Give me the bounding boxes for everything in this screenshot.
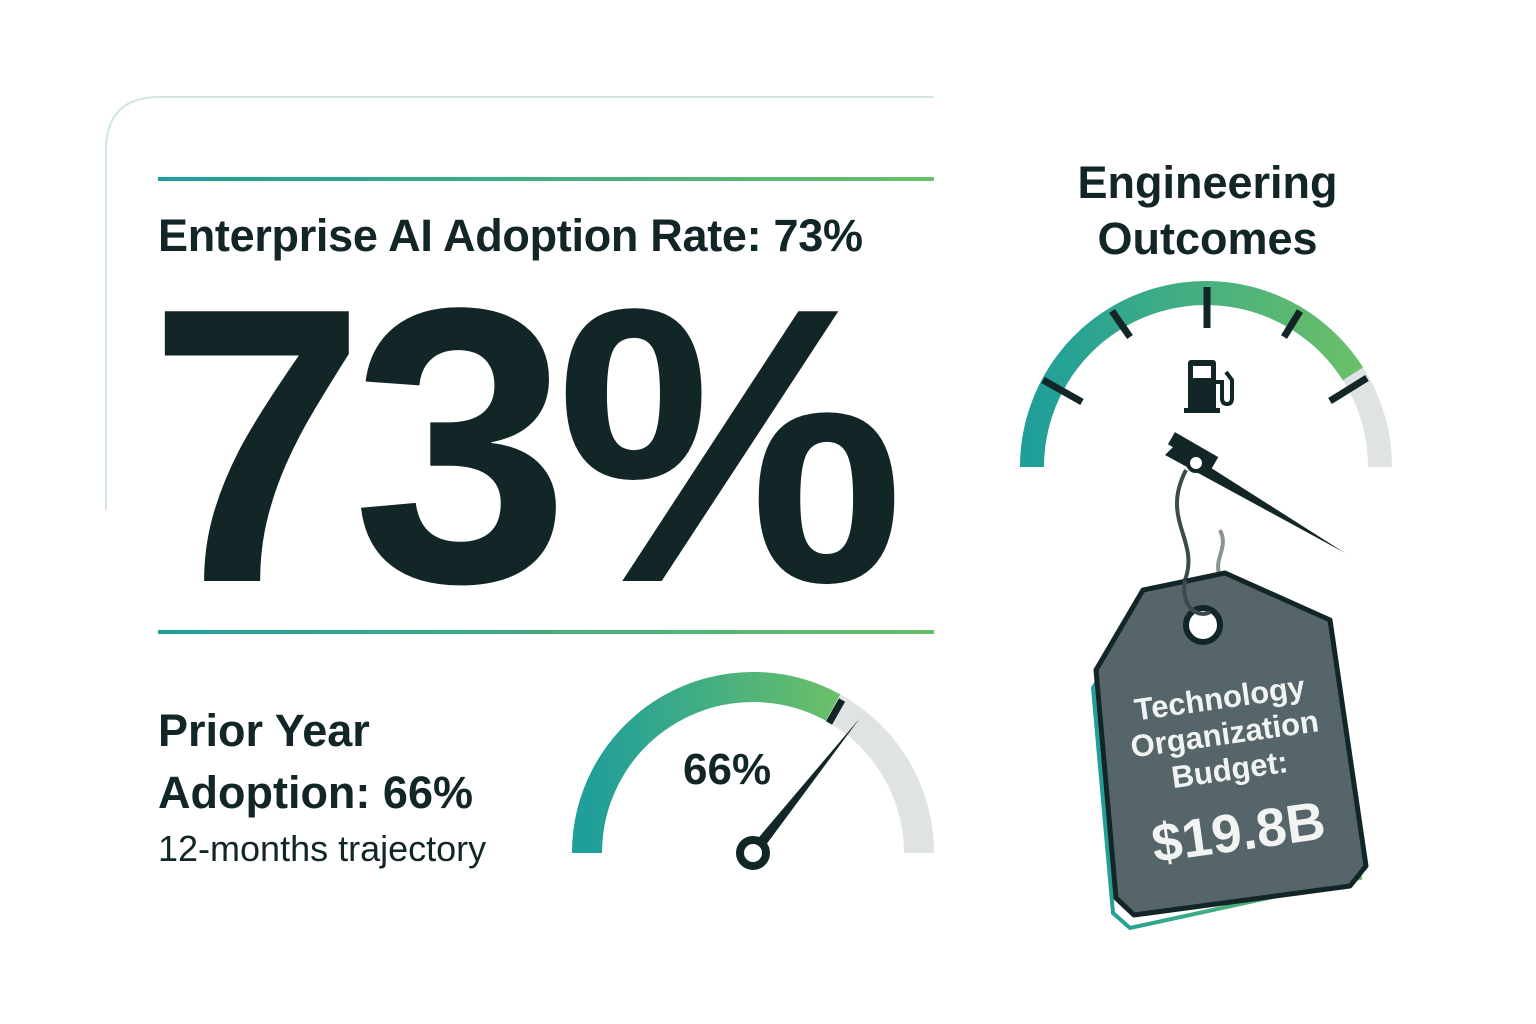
prior-subtitle: 12-months trajectory [158, 828, 487, 869]
frame-outline [105, 96, 934, 510]
headline-big-value: 73% [148, 227, 905, 665]
fuel-pump-icon [1184, 360, 1234, 413]
gauge-tick [825, 698, 846, 725]
budget-tag [1090, 469, 1369, 931]
gauge-needle [749, 718, 860, 857]
tag-hole [1183, 605, 1223, 645]
tag-text: Technology Organization Budget: $19.8B [1098, 664, 1361, 880]
gauge-needle [1165, 445, 1345, 553]
prior-line1: Prior Year [158, 705, 370, 756]
top-rule [158, 177, 934, 181]
prior-year-heading: Prior Year Adoption: 66% [158, 700, 473, 824]
engineering-gauge [1020, 281, 1392, 553]
engineering-line1: Engineering [1077, 157, 1338, 208]
needle-base [1167, 432, 1219, 470]
prior-year-gauge [572, 671, 934, 870]
engineering-line2: Outcomes [1097, 213, 1318, 264]
bottom-rule [158, 630, 934, 634]
gauge-label: 66% [683, 745, 772, 794]
engineering-heading: Engineering Outcomes [1040, 155, 1375, 267]
headline-title: Enterprise AI Adoption Rate: 73% [158, 210, 863, 261]
needle-hub [736, 836, 770, 870]
prior-line2: Adoption: 66% [158, 767, 473, 818]
